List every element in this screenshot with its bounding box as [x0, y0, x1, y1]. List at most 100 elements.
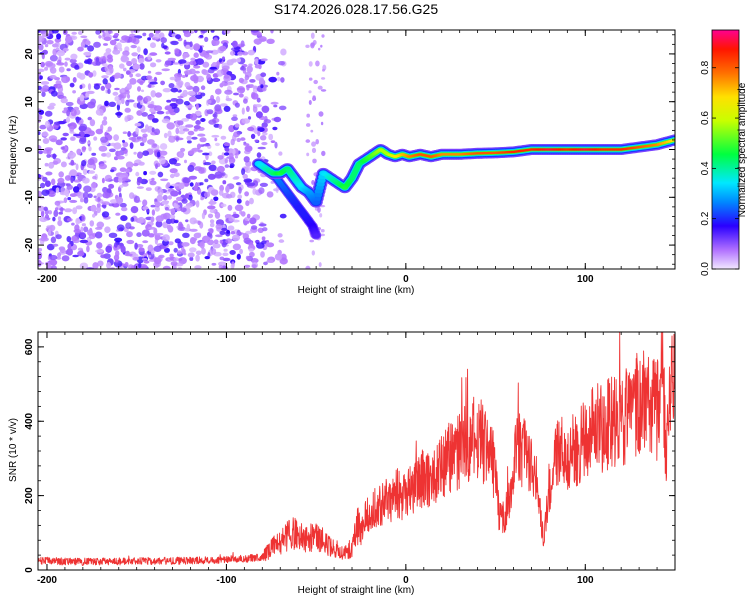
heatmap-noise-cell [141, 257, 148, 261]
heatmap-noise-cell [187, 90, 196, 96]
heatmap-noise-cell [40, 81, 50, 85]
heatmap-noise-cell [198, 167, 205, 174]
heatmap-noise-cell [151, 177, 155, 181]
heatmap-noise-cell [155, 220, 163, 228]
heatmap-noise-cell [87, 193, 93, 198]
heatmap-noise-cell [105, 152, 112, 158]
heatmap-x-axis: -200 -100 0 100 [37, 30, 676, 285]
heatmap-noise-cell [223, 74, 230, 79]
heatmap-noise-cell [188, 96, 197, 102]
heatmap-noise-cell [41, 131, 49, 137]
heatmap-noise-cell [279, 213, 287, 219]
heatmap-noise-cell [195, 250, 202, 256]
heatmap-noise-cell [42, 138, 50, 144]
heatmap-noise-cell [222, 257, 231, 262]
heatmap-noise-cell [71, 31, 77, 35]
heatmap-noise-cell [229, 163, 235, 168]
heatmap-noise-cell [225, 185, 230, 193]
heatmap-noise-cell [48, 161, 55, 169]
heatmap-noise-cell [44, 66, 49, 71]
heatmap-noise-cell [170, 40, 179, 46]
heatmap-noise-cell [189, 228, 198, 232]
heatmap-noise-cell [213, 196, 219, 202]
heatmap-noise-cell [141, 135, 147, 143]
heatmap-noise-cell [246, 65, 253, 73]
heatmap-noise-cell [41, 189, 50, 196]
heatmap-noise-cell [263, 261, 268, 266]
heatmap-noise-cell [214, 137, 218, 142]
heatmap-noise-cell [83, 51, 92, 56]
heatmap-noise-cell [193, 125, 201, 130]
heatmap-noise-cell [155, 92, 162, 98]
heatmap-noise-cell [217, 155, 224, 160]
heatmap-noise-cell [237, 51, 244, 56]
heatmap-noise-cell [216, 165, 225, 173]
heatmap-noise-cell [51, 30, 59, 34]
heatmap-noise-cell [226, 59, 234, 66]
heatmap-noise-cell [305, 265, 311, 269]
figure-title: S174.2026.028.17.56.G25 [274, 1, 438, 17]
heatmap-signal-cell [355, 166, 360, 169]
heatmap-noise-cell [168, 158, 178, 165]
heatmap-noise-cell [318, 47, 321, 51]
heatmap-noise-cell [206, 109, 214, 115]
heatmap-noise-cell [254, 104, 262, 108]
heatmap-noise-cell [202, 235, 210, 243]
heatmap-signal-cell [318, 183, 323, 186]
heatmap-noise-cell [176, 80, 184, 87]
heatmap-noise-cell [125, 222, 132, 229]
heatmap-noise-cell [236, 87, 245, 91]
heatmap-noise-cell [183, 70, 193, 75]
heatmap-noise-cell [236, 57, 241, 63]
heatmap-noise-cell [245, 200, 250, 207]
heatmap-noise-cell [205, 50, 214, 54]
heatmap-noise-cell [224, 147, 230, 152]
heatmap-noise-cell [237, 231, 242, 236]
heatmap-noise-cell [96, 221, 105, 229]
heatmap-noise-cell [261, 122, 268, 128]
heatmap-noise-cell [79, 232, 86, 239]
heatmap-noise-cell [251, 91, 256, 98]
heatmap-noise-cell [150, 90, 156, 98]
heatmap-noise-cell [249, 197, 254, 205]
heatmap-noise-cell [134, 242, 138, 250]
heatmap-noise-cell [109, 39, 117, 46]
heatmap-noise-cell [97, 260, 104, 267]
heatmap-noise-cell [259, 182, 268, 187]
heatmap-noise-cell [125, 70, 131, 75]
heatmap-noise-cell [261, 141, 268, 146]
colorbar-ticks: 0.0 0.2 0.4 0.6 0.8 [700, 60, 739, 276]
heatmap-noise-cell [184, 41, 192, 45]
heatmap-noise-cell [310, 129, 314, 133]
heatmap-noise-cell [95, 249, 104, 253]
heatmap-noise-cell [252, 85, 258, 89]
heatmap-noise-cell [160, 178, 169, 182]
heatmap-noise-cell [102, 63, 108, 67]
heatmap-noise-cell [49, 259, 58, 266]
heatmap-noise-cell [268, 133, 274, 141]
heatmap-noise-cell [246, 105, 250, 112]
heatmap-noise-cell [207, 205, 216, 210]
heatmap-noise-cell [181, 118, 190, 122]
heatmap-noise-cell [181, 242, 190, 247]
heatmap-noise-cell [106, 188, 112, 194]
heatmap-noise-cell [129, 73, 134, 78]
heatmap-noise-cell [317, 206, 321, 213]
heatmap-noise-cell [308, 100, 312, 105]
heatmap-noise-cell [312, 95, 316, 102]
heatmap-noise-cell [159, 157, 166, 165]
heatmap-noise-cell [167, 57, 176, 61]
heatmap-noise-cell [233, 131, 237, 138]
heatmap-noise-cell [38, 190, 42, 198]
heatmap-noise-cell [169, 253, 174, 258]
heatmap-noise-cell [78, 137, 87, 145]
heatmap-noise-cell [238, 186, 242, 194]
heatmap-noise-cell [108, 232, 118, 238]
heatmap-noise-cell [225, 98, 233, 102]
heatmap-noise-cell [215, 96, 221, 103]
heatmap-noise-cell [161, 68, 170, 72]
heatmap-noise-cell [239, 248, 244, 255]
heatmap-noise-cell [60, 186, 65, 194]
heatmap-noise-cell [164, 206, 169, 211]
heatmap-noise-cell [76, 148, 82, 156]
